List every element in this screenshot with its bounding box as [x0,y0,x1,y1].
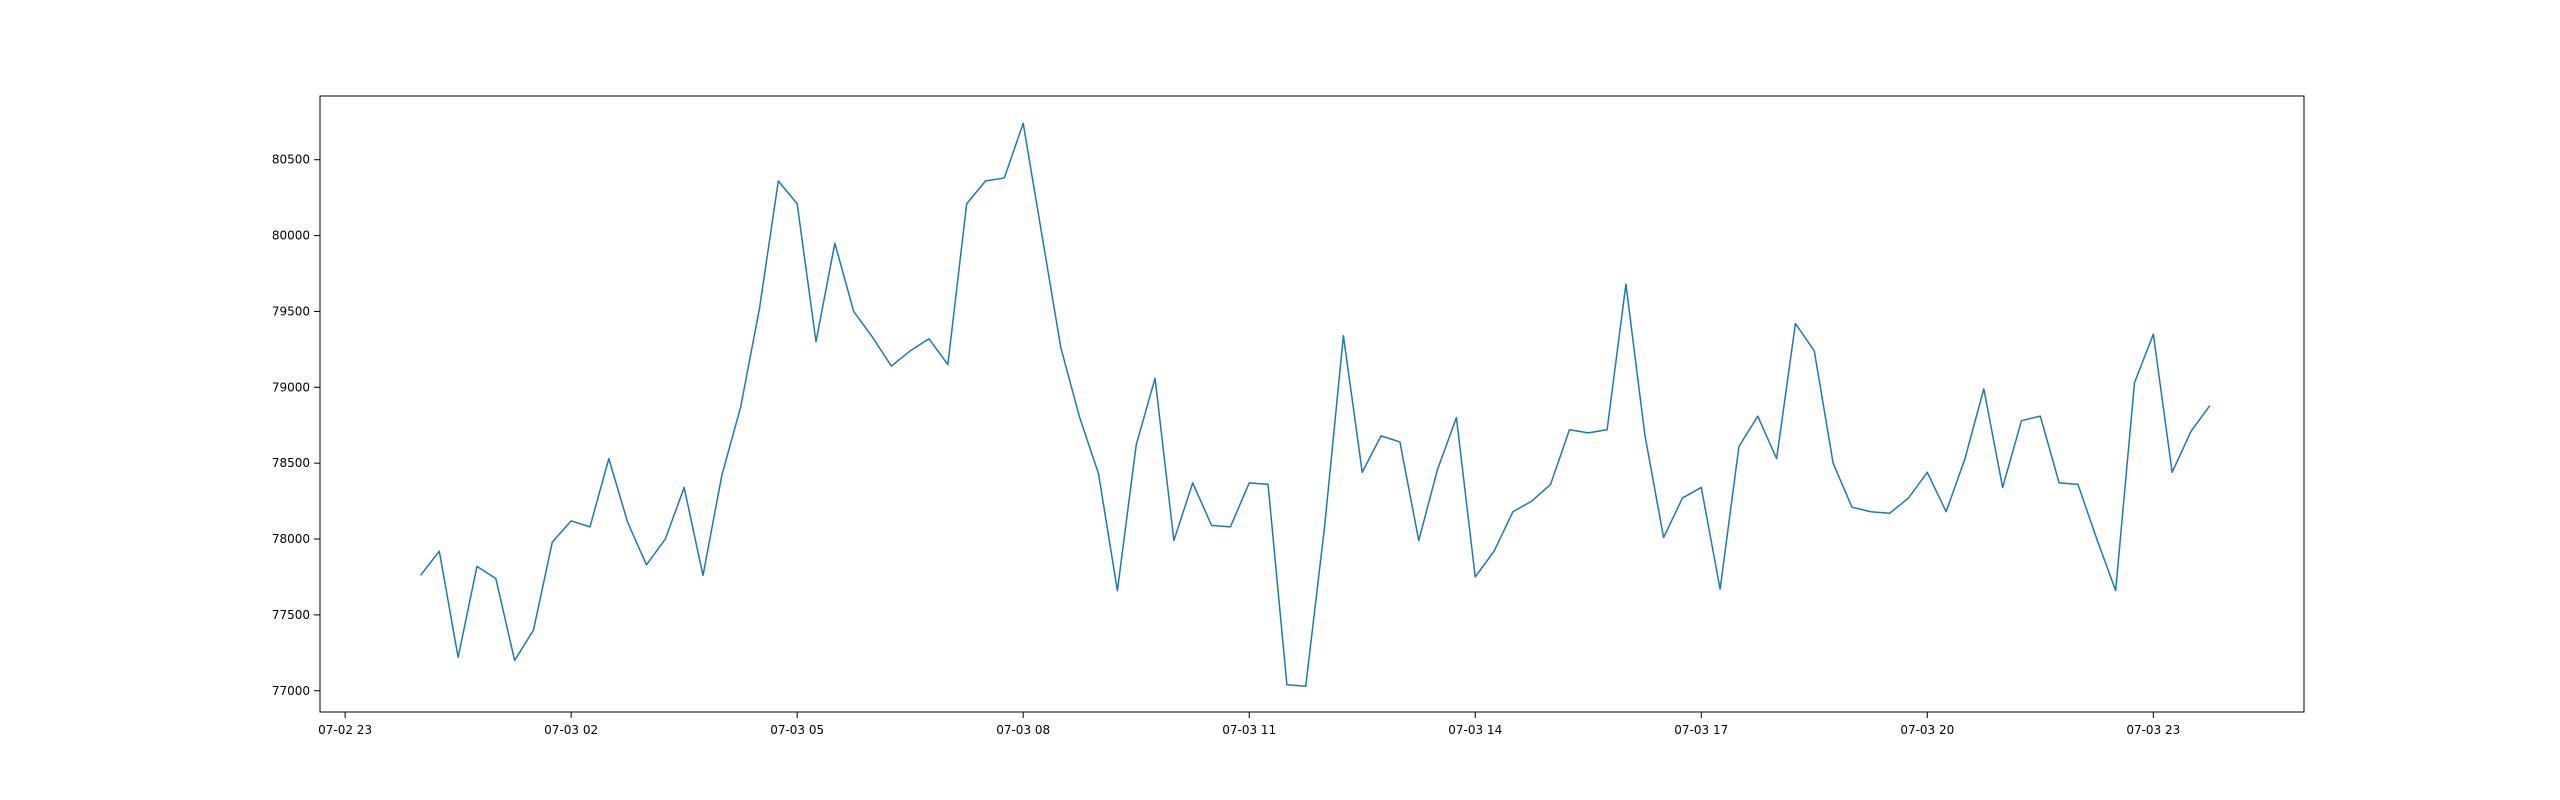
x-tick-label: 07-03 05 [770,723,824,737]
y-tick-label: 77000 [272,684,310,698]
x-tick-label: 07-03 08 [996,723,1050,737]
plot-frame [319,95,2305,713]
x-tick-label: 07-03 23 [2126,723,2180,737]
x-tick-label: 07-03 02 [544,723,598,737]
y-axis: 77000 77500 78000 78500 79000 79500 80000 80500 [272,153,320,698]
x-axis: 07-02 23 07-03 02 07-03 05 07-03 08 07-03 11… [318,712,2180,737]
y-tick-label: 80000 [272,229,310,243]
series-line [419,122,2211,687]
y-tick-label: 78000 [272,532,310,546]
x-tick-label: 07-02 23 [318,723,372,737]
y-tick-label: 79500 [272,304,310,318]
y-tick-label: 79000 [272,380,310,394]
y-tick-label: 77500 [272,608,310,622]
x-tick-label: 07-03 20 [1900,723,1954,737]
x-tick-label: 07-03 14 [1448,723,1502,737]
x-tick-label: 07-03 11 [1222,723,1276,737]
y-tick-label: 80500 [272,153,310,167]
x-tick-label: 07-03 17 [1674,723,1728,737]
y-tick-label: 78500 [272,456,310,470]
